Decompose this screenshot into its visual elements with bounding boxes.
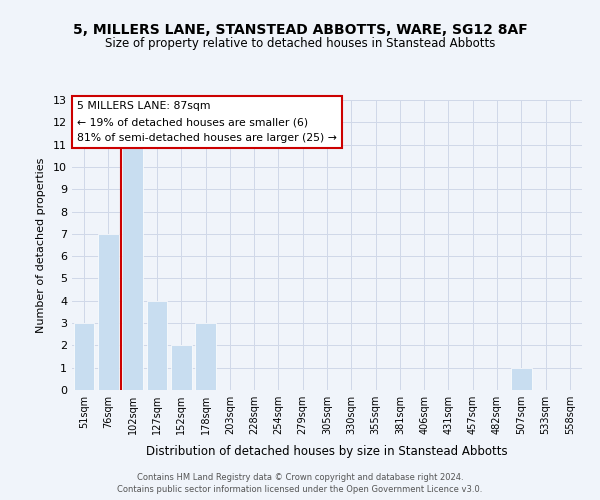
Bar <box>98 234 119 390</box>
Y-axis label: Number of detached properties: Number of detached properties <box>36 158 46 332</box>
Text: Contains public sector information licensed under the Open Government Licence v3: Contains public sector information licen… <box>118 484 482 494</box>
X-axis label: Distribution of detached houses by size in Stanstead Abbotts: Distribution of detached houses by size … <box>146 446 508 458</box>
Text: Size of property relative to detached houses in Stanstead Abbotts: Size of property relative to detached ho… <box>105 38 495 51</box>
Text: 5 MILLERS LANE: 87sqm
← 19% of detached houses are smaller (6)
81% of semi-detac: 5 MILLERS LANE: 87sqm ← 19% of detached … <box>77 102 337 142</box>
Bar <box>122 144 143 390</box>
Text: Contains HM Land Registry data © Crown copyright and database right 2024.: Contains HM Land Registry data © Crown c… <box>137 473 463 482</box>
Bar <box>146 301 167 390</box>
Bar <box>171 346 191 390</box>
Bar <box>511 368 532 390</box>
Bar <box>74 323 94 390</box>
Text: 5, MILLERS LANE, STANSTEAD ABBOTTS, WARE, SG12 8AF: 5, MILLERS LANE, STANSTEAD ABBOTTS, WARE… <box>73 22 527 36</box>
Bar <box>195 323 216 390</box>
